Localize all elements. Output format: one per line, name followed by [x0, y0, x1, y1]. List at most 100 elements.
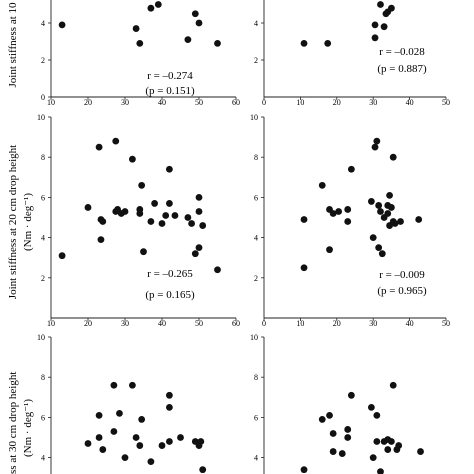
r2c0-point	[166, 403, 173, 411]
r2c1-point	[369, 454, 377, 461]
r0c1-x-tick-label: 0	[262, 98, 266, 107]
r2c1-point	[389, 381, 397, 389]
r2c0-y-tick-label: 4	[41, 454, 45, 463]
r0c1-point	[300, 39, 308, 47]
r1c1-x-tick-label: 30	[369, 319, 377, 328]
r1c1-point	[378, 250, 386, 258]
r1c1-y-tick-label: 6	[254, 193, 258, 202]
r0c0-y-tick-label: 0	[41, 93, 45, 102]
r1c0-y-tick-label: 2	[41, 274, 45, 283]
r2c1-point	[384, 446, 392, 453]
r0c1-x-tick-label: 40	[406, 98, 414, 107]
r1c0-point	[112, 137, 120, 145]
r0c1-y-tick-label: 4	[254, 19, 258, 28]
r2c0-point	[121, 454, 129, 461]
row0-y-label: Joint stiffness at 10	[7, 2, 19, 88]
r0c0-point	[132, 25, 140, 32]
r0c0-point	[195, 19, 203, 27]
r2c1-point	[395, 442, 403, 449]
r1c0-point	[129, 155, 136, 163]
r1c1-point	[326, 246, 333, 254]
r1c1-point	[344, 206, 352, 213]
r1c1-point	[373, 137, 381, 145]
r1c1-point	[335, 208, 343, 215]
r2c0-point	[110, 381, 118, 389]
r1c1-point	[329, 210, 337, 217]
row2-y-label: ness at 30 cm drop height	[7, 372, 19, 474]
r1c0-x-tick-label: 50	[195, 319, 203, 328]
r1c1-x-tick-label: 0	[262, 319, 266, 328]
r1c0-point	[171, 212, 179, 219]
r1c1-y-tick-label: 4	[254, 234, 258, 243]
r1c1-point	[384, 210, 392, 217]
r1c1-point	[388, 204, 395, 211]
r1c0-point	[136, 210, 144, 217]
r2c0-point	[95, 434, 103, 441]
r2c0-point	[110, 428, 118, 435]
r0c0-x-tick-label: 40	[158, 98, 166, 107]
r2c0-point	[84, 440, 92, 447]
r0c0-r-label: r = –0.274	[147, 70, 193, 82]
r2c1-point	[344, 426, 352, 433]
r1c1-point	[377, 208, 384, 215]
r0c1-point	[377, 1, 384, 8]
r1c0-point	[97, 236, 105, 244]
r1c1-point	[367, 198, 375, 205]
r2c0-point	[199, 466, 207, 474]
r0c0-x-tick-label: 30	[121, 98, 129, 107]
r1c0-x-tick-label: 20	[84, 319, 92, 328]
r2c1-y-tick-label: 6	[254, 413, 258, 422]
r1c1-p-label: (p = 0.965)	[377, 285, 427, 297]
row1-y-unit-label: (Nm · deg⁻¹)	[22, 193, 34, 251]
r1c0-point	[147, 218, 155, 225]
r1c1-point	[347, 165, 355, 173]
r0c0-point	[147, 4, 155, 12]
row2-y-unit-label: (Nm · deg⁻¹)	[22, 399, 34, 457]
r2c0-point	[166, 438, 173, 445]
r1c0-point	[140, 248, 147, 256]
r2c1-point	[377, 468, 384, 474]
r0c1-point	[371, 34, 379, 42]
r2c1-y-tick-label: 4	[254, 454, 258, 463]
r0c0-y-tick-label: 4	[41, 19, 45, 28]
r0c1-point	[380, 23, 388, 31]
r1c0-x-tick-label: 30	[121, 319, 129, 328]
r2c1-point	[388, 438, 395, 445]
r1c0-x-tick-label: 10	[47, 319, 55, 328]
r2c0-point	[129, 381, 136, 389]
r1c0-x-tick-label: 40	[158, 319, 166, 328]
r2c0-y-tick-label: 8	[41, 373, 45, 382]
r2c0-point	[197, 438, 205, 445]
r2c1-y-tick-label: 8	[254, 373, 258, 382]
r1c0-point	[184, 214, 192, 221]
row1-y-label: Joint stiffness at 20 cm drop height	[7, 145, 19, 299]
r1c1-point	[375, 244, 383, 252]
r1c1-point	[300, 264, 308, 272]
r1c1-point	[391, 220, 399, 227]
r0c0-x-tick-label: 20	[84, 98, 92, 107]
r2c1-point	[373, 438, 381, 445]
r0c0-y-tick-label: 2	[41, 56, 45, 65]
r0c0-point	[184, 36, 192, 44]
r1c0-point	[84, 204, 92, 211]
r1c0-y-tick-label: 6	[41, 193, 45, 202]
r1c0-y-tick-label: 10	[37, 113, 45, 122]
r2c1-point	[338, 450, 346, 457]
r2c0-point	[95, 411, 103, 419]
r1c0-point	[95, 143, 103, 151]
r0c0-x-tick-label: 50	[195, 98, 203, 107]
r2c1-point	[300, 466, 308, 474]
r2c0-point	[138, 416, 146, 423]
r1c1-x-tick-label: 20	[333, 319, 341, 328]
r0c1-x-tick-label: 10	[296, 98, 304, 107]
r1c1-point	[300, 216, 308, 223]
r0c1-point	[371, 21, 379, 29]
r0c0-point	[136, 39, 144, 47]
r1c0-point	[138, 181, 146, 189]
r1c1-point	[375, 202, 383, 209]
r1c0-point	[188, 220, 196, 227]
r2c0-point	[147, 458, 155, 466]
r0c1-r-label: r = –0.028	[379, 46, 425, 58]
r1c0-point	[158, 220, 166, 227]
